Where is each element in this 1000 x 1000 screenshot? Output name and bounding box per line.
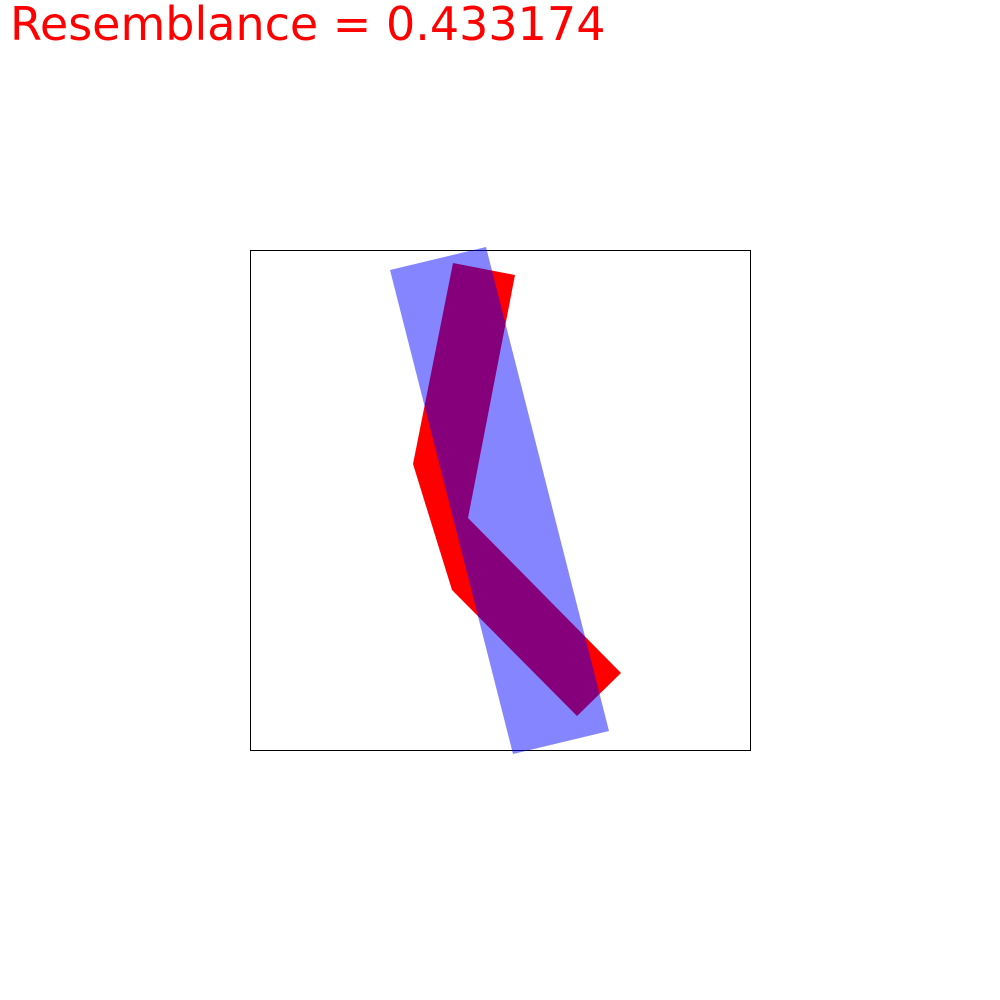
red-bent-polygon [413, 263, 621, 716]
bounding-frame [250, 250, 751, 751]
blue-rectangle [390, 247, 609, 754]
resemblance-score-label: Resemblance = 0.433174 [10, 0, 606, 51]
